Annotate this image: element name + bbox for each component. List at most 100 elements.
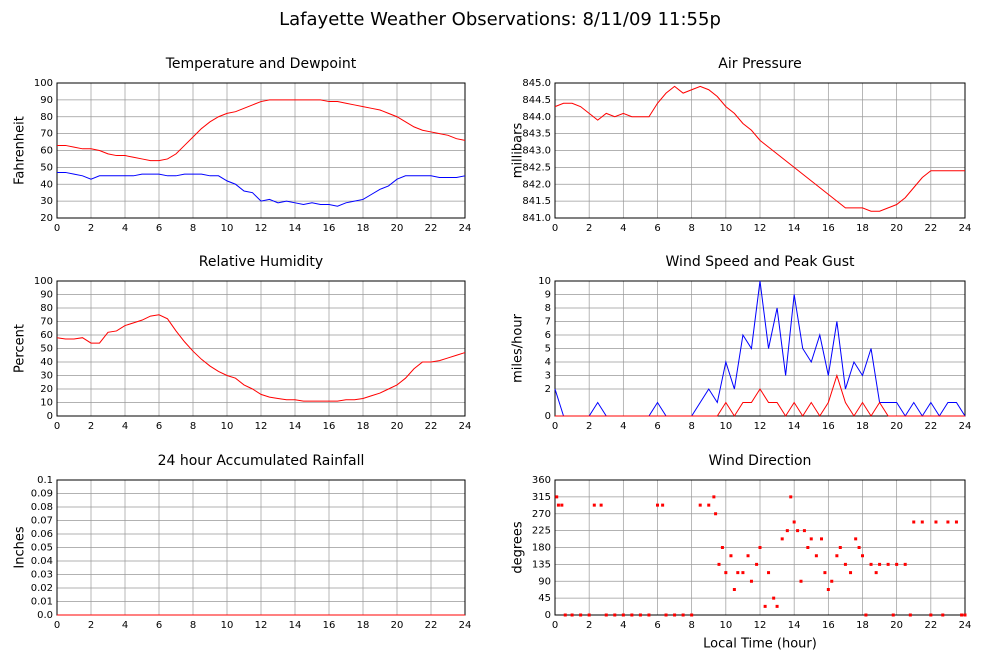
y-tick-label: 0.02 bbox=[31, 583, 53, 594]
x-tick-label: 22 bbox=[425, 223, 438, 234]
x-tick-label: 12 bbox=[754, 620, 767, 631]
data-point bbox=[630, 613, 634, 617]
y-tick-label: 0.06 bbox=[31, 529, 53, 540]
data-point bbox=[838, 546, 842, 549]
data-point bbox=[664, 613, 668, 617]
data-point bbox=[736, 571, 740, 575]
y-tick-label: 0 bbox=[545, 411, 551, 422]
y-tick-label: 50 bbox=[40, 344, 53, 355]
data-point bbox=[814, 554, 818, 558]
x-tick-label: 14 bbox=[788, 421, 801, 432]
x-tick-label: 2 bbox=[88, 421, 94, 432]
x-tick-label: 18 bbox=[856, 421, 869, 432]
y-tick-label: 45 bbox=[538, 593, 551, 604]
data-point bbox=[613, 613, 617, 617]
y-tick-label: 842.0 bbox=[522, 179, 551, 190]
x-tick-label: 20 bbox=[890, 223, 903, 234]
y-axis-label: miles/hour bbox=[511, 313, 526, 382]
data-point bbox=[912, 520, 916, 524]
x-tick-label: 16 bbox=[822, 223, 835, 234]
y-tick-label: 6 bbox=[545, 330, 551, 341]
x-tick-label: 24 bbox=[459, 620, 472, 631]
x-tick-label: 14 bbox=[289, 620, 302, 631]
x-tick-label: 10 bbox=[719, 620, 732, 631]
y-tick-label: 843.5 bbox=[522, 129, 551, 140]
x-tick-label: 24 bbox=[959, 421, 972, 432]
data-point bbox=[849, 571, 853, 575]
x-tick-label: 6 bbox=[156, 421, 162, 432]
data-point bbox=[599, 503, 603, 507]
chart-title: Temperature and Dewpoint bbox=[165, 56, 357, 72]
data-point bbox=[802, 529, 806, 533]
data-line bbox=[57, 171, 466, 207]
y-tick-label: 844.0 bbox=[522, 112, 551, 123]
data-point bbox=[587, 613, 591, 617]
x-tick-label: 18 bbox=[357, 421, 370, 432]
plot-frame bbox=[56, 82, 466, 219]
x-tick-label: 18 bbox=[856, 620, 869, 631]
data-point bbox=[714, 512, 718, 516]
data-point bbox=[763, 604, 767, 608]
y-tick-label: 0 bbox=[47, 411, 53, 422]
data-point bbox=[946, 520, 950, 524]
y-tick-label: 0.04 bbox=[31, 556, 53, 567]
data-point bbox=[963, 613, 967, 617]
x-tick-label: 22 bbox=[924, 620, 937, 631]
y-tick-label: 90 bbox=[40, 95, 53, 106]
y-tick-label: 842.5 bbox=[522, 162, 551, 173]
data-point bbox=[830, 579, 834, 583]
x-tick-label: 12 bbox=[754, 223, 767, 234]
data-point bbox=[843, 562, 847, 566]
data-point bbox=[891, 613, 895, 617]
y-tick-label: 10 bbox=[40, 398, 53, 409]
y-tick-label: 40 bbox=[40, 179, 53, 190]
y-tick-label: 270 bbox=[532, 509, 551, 520]
x-tick-label: 18 bbox=[357, 620, 370, 631]
y-tick-label: 70 bbox=[40, 129, 53, 140]
data-point bbox=[755, 562, 759, 566]
data-point bbox=[908, 613, 912, 617]
x-tick-label: 6 bbox=[654, 620, 660, 631]
data-point bbox=[941, 613, 945, 617]
x-tick-label: 24 bbox=[459, 421, 472, 432]
x-tick-label: 16 bbox=[323, 421, 336, 432]
x-tick-label: 14 bbox=[788, 620, 801, 631]
data-point bbox=[929, 613, 933, 617]
y-tick-label: 2 bbox=[545, 384, 551, 395]
x-tick-label: 0 bbox=[54, 620, 60, 631]
x-tick-label: 4 bbox=[122, 223, 128, 234]
x-tick-label: 10 bbox=[221, 620, 234, 631]
data-point bbox=[799, 579, 803, 583]
x-tick-label: 16 bbox=[323, 223, 336, 234]
data-point bbox=[796, 529, 800, 533]
x-tick-label: 20 bbox=[391, 223, 404, 234]
data-line bbox=[555, 373, 965, 417]
data-point bbox=[579, 613, 583, 617]
data-point bbox=[857, 546, 861, 549]
y-tick-label: 70 bbox=[40, 317, 53, 328]
y-tick-label: 0.09 bbox=[31, 489, 53, 500]
data-point bbox=[809, 537, 813, 541]
data-point bbox=[864, 613, 868, 617]
data-point bbox=[621, 613, 625, 617]
y-tick-label: 0.05 bbox=[31, 543, 53, 554]
x-tick-label: 4 bbox=[620, 223, 626, 234]
x-tick-label: 4 bbox=[620, 620, 626, 631]
y-axis-label: Inches bbox=[13, 526, 28, 568]
y-tick-label: 90 bbox=[538, 576, 551, 587]
y-tick-label: 80 bbox=[40, 303, 53, 314]
y-tick-label: 10 bbox=[538, 276, 551, 287]
y-tick-label: 0.03 bbox=[31, 570, 53, 581]
y-tick-label: 360 bbox=[532, 475, 551, 486]
y-tick-label: 5 bbox=[545, 344, 551, 355]
y-tick-label: 60 bbox=[40, 330, 53, 341]
x-tick-label: 0 bbox=[552, 421, 558, 432]
y-tick-label: 20 bbox=[40, 384, 53, 395]
y-tick-label: 135 bbox=[532, 559, 551, 570]
x-tick-label: 20 bbox=[890, 620, 903, 631]
x-tick-label: 0 bbox=[552, 620, 558, 631]
data-point bbox=[712, 495, 716, 499]
x-tick-label: 18 bbox=[856, 223, 869, 234]
